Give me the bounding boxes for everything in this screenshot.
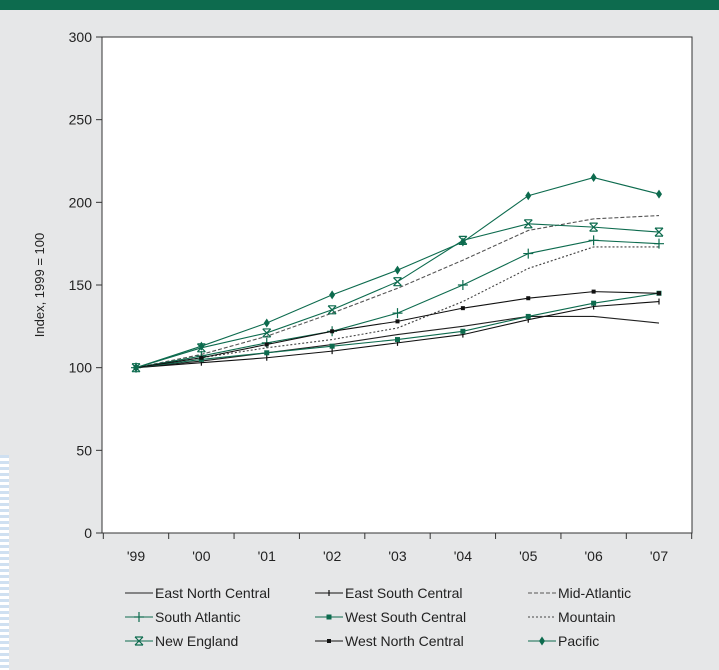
data-point xyxy=(329,343,335,349)
x-tick-label: '07 xyxy=(650,548,668,564)
data-point xyxy=(459,237,466,247)
y-tick-label: 200 xyxy=(69,194,93,210)
data-point xyxy=(329,290,336,300)
x-tick-label: '04 xyxy=(454,548,472,564)
series-line xyxy=(135,215,660,369)
legend-label: East South Central xyxy=(345,585,463,601)
data-point xyxy=(264,350,270,356)
series-mid-atlantic xyxy=(135,215,660,369)
data-point xyxy=(457,280,468,290)
data-point xyxy=(460,306,465,311)
legend-label: Mountain xyxy=(558,609,616,625)
data-point xyxy=(199,355,204,360)
decorative-stripes xyxy=(0,455,9,670)
legend-item: South Atlantic xyxy=(125,609,241,625)
data-point xyxy=(133,363,139,373)
legend-label: New England xyxy=(155,633,238,649)
y-tick-label: 100 xyxy=(69,360,93,376)
data-point xyxy=(657,291,661,296)
legend-label: West South Central xyxy=(345,609,466,625)
data-point xyxy=(526,296,531,301)
legend-item: New England xyxy=(125,633,238,649)
legend-label: Pacific xyxy=(558,633,599,649)
data-point xyxy=(591,289,596,294)
x-tick-label: '01 xyxy=(258,548,276,564)
y-tick-label: 150 xyxy=(69,277,93,293)
data-point xyxy=(392,308,403,319)
x-tick-label: '06 xyxy=(585,548,603,564)
legend-item: Mountain xyxy=(528,609,616,625)
data-point xyxy=(539,636,545,646)
data-point xyxy=(590,173,597,183)
data-point xyxy=(525,191,532,201)
series-line xyxy=(135,246,659,369)
legend-item: Mid-Atlantic xyxy=(528,585,631,601)
x-tick-label: '03 xyxy=(388,548,406,564)
top-banner-bar xyxy=(0,0,719,10)
legend-label: East North Central xyxy=(155,585,270,601)
legend-item: West North Central xyxy=(315,633,464,649)
legend-item: East North Central xyxy=(125,585,270,601)
data-point xyxy=(654,238,664,249)
data-point xyxy=(589,222,599,232)
series-mountain xyxy=(135,246,659,369)
y-tick-label: 300 xyxy=(69,29,93,45)
x-tick-label: '02 xyxy=(323,548,341,564)
data-point xyxy=(327,305,337,315)
data-point xyxy=(327,639,331,643)
y-tick-label: 250 xyxy=(69,112,93,128)
data-point xyxy=(523,219,533,229)
data-point xyxy=(330,329,335,334)
series-east-north-central xyxy=(135,315,660,369)
series-pacific xyxy=(133,173,662,373)
legend-item: East South Central xyxy=(315,585,463,601)
data-point xyxy=(523,248,534,259)
data-point xyxy=(134,612,144,622)
y-axis: 0 50 100 150 200 250 300 xyxy=(69,29,102,541)
data-point xyxy=(134,636,144,646)
data-point xyxy=(588,235,599,246)
data-point xyxy=(395,337,400,343)
x-axis: '99 '00 '01 '02 '03 '04 '05 '06 '07 xyxy=(102,533,693,564)
data-point xyxy=(198,341,205,351)
y-axis-title: Index, 1999 = 100 xyxy=(32,233,47,337)
data-point xyxy=(326,614,332,620)
plot-area xyxy=(101,36,693,534)
x-tick-label: '99 xyxy=(127,548,145,564)
legend: East North Central East South Central Mid-… xyxy=(125,585,631,649)
x-tick-label: '05 xyxy=(519,548,537,564)
data-point xyxy=(460,328,466,334)
x-tick-label: '00 xyxy=(192,548,210,564)
data-point xyxy=(393,277,402,287)
data-point xyxy=(654,227,664,237)
legend-item: Pacific xyxy=(528,633,599,649)
legend-label: Mid-Atlantic xyxy=(558,585,631,601)
series-line xyxy=(135,315,660,369)
data-point xyxy=(525,313,531,319)
data-point xyxy=(591,300,597,306)
legend-label: South Atlantic xyxy=(155,609,241,625)
data-point xyxy=(264,342,269,347)
data-point xyxy=(263,318,270,328)
legend-item: West South Central xyxy=(315,609,466,625)
y-tick-label: 50 xyxy=(76,442,92,458)
legend-label: West North Central xyxy=(345,633,464,649)
data-point xyxy=(656,189,662,199)
data-point xyxy=(395,319,400,324)
data-point xyxy=(262,328,272,338)
series-layer xyxy=(131,173,664,373)
y-tick-label: 0 xyxy=(84,525,92,541)
data-point xyxy=(394,265,401,275)
